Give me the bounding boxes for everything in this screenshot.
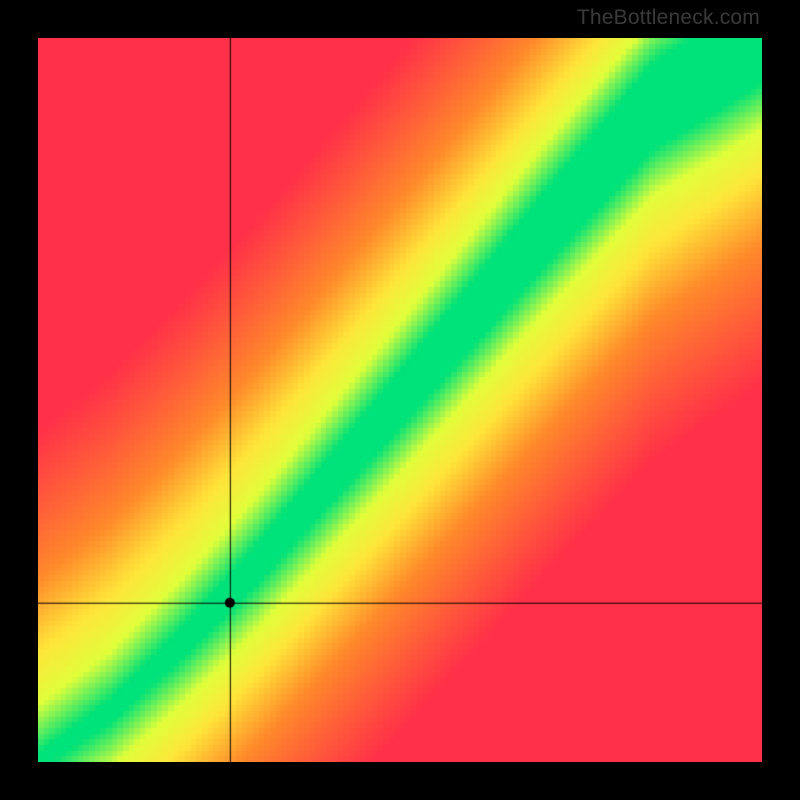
watermark-text: TheBottleneck.com [577, 6, 760, 30]
bottleneck-heatmap [38, 38, 762, 762]
